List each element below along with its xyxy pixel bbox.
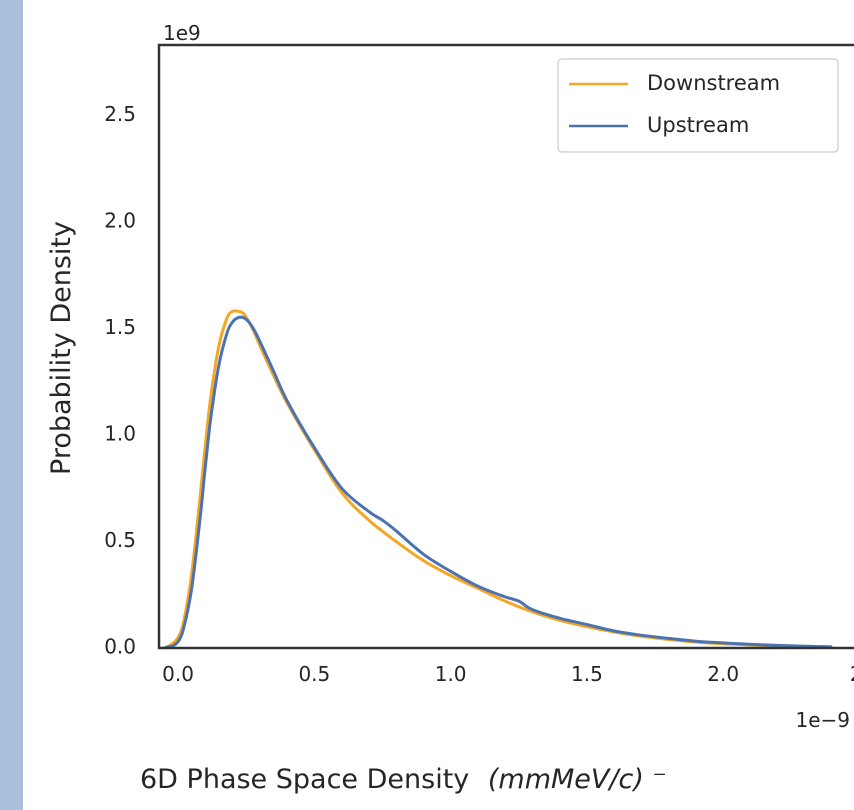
axis-ticks: 0.0 0.5 1.0 1.5 2.0 2. 0.0 0.5 1.0 1.5 2.0 2.5	[104, 102, 854, 686]
legend-label-upstream: Upstream	[647, 113, 749, 137]
y-offset-text: 1e9	[163, 21, 201, 45]
y-tick-label: 0.5	[104, 528, 136, 552]
x-axis-title-suffix: ⁻	[652, 764, 666, 795]
plot-frame	[157, 43, 854, 650]
side-strip	[0, 0, 23, 810]
series-line-upstream	[164, 315, 833, 650]
x-tick-label: 2.0	[707, 662, 739, 686]
x-axis-title-unit: (mmMeV/c)	[488, 764, 644, 795]
x-axis-title-text: 6D Phase Space Density	[140, 764, 469, 795]
x-tick-label: 0.5	[298, 662, 330, 686]
series-line-downstream	[163, 309, 833, 650]
x-tick-label: 1.5	[571, 662, 603, 686]
x-tick-label: 0.0	[162, 662, 194, 686]
x-axis-title: 6D Phase Space Density (mmMeV/c) ⁻	[140, 764, 667, 795]
y-tick-label: 0.0	[104, 635, 136, 659]
y-tick-label: 1.0	[104, 421, 136, 445]
x-tick-label: 1.0	[435, 662, 467, 686]
legend: Downstream Upstream	[557, 58, 839, 153]
y-tick-label: 2.5	[104, 102, 136, 126]
legend-label-downstream: Downstream	[647, 71, 780, 95]
legend-box	[557, 58, 839, 153]
y-tick-label: 1.5	[104, 315, 136, 339]
plot-curves	[163, 309, 833, 650]
y-axis-title: Probability Density	[46, 221, 77, 475]
x-tick-label: 2.	[850, 662, 854, 686]
x-offset-text: 1e−9	[795, 708, 850, 732]
y-tick-label: 2.0	[104, 208, 136, 232]
